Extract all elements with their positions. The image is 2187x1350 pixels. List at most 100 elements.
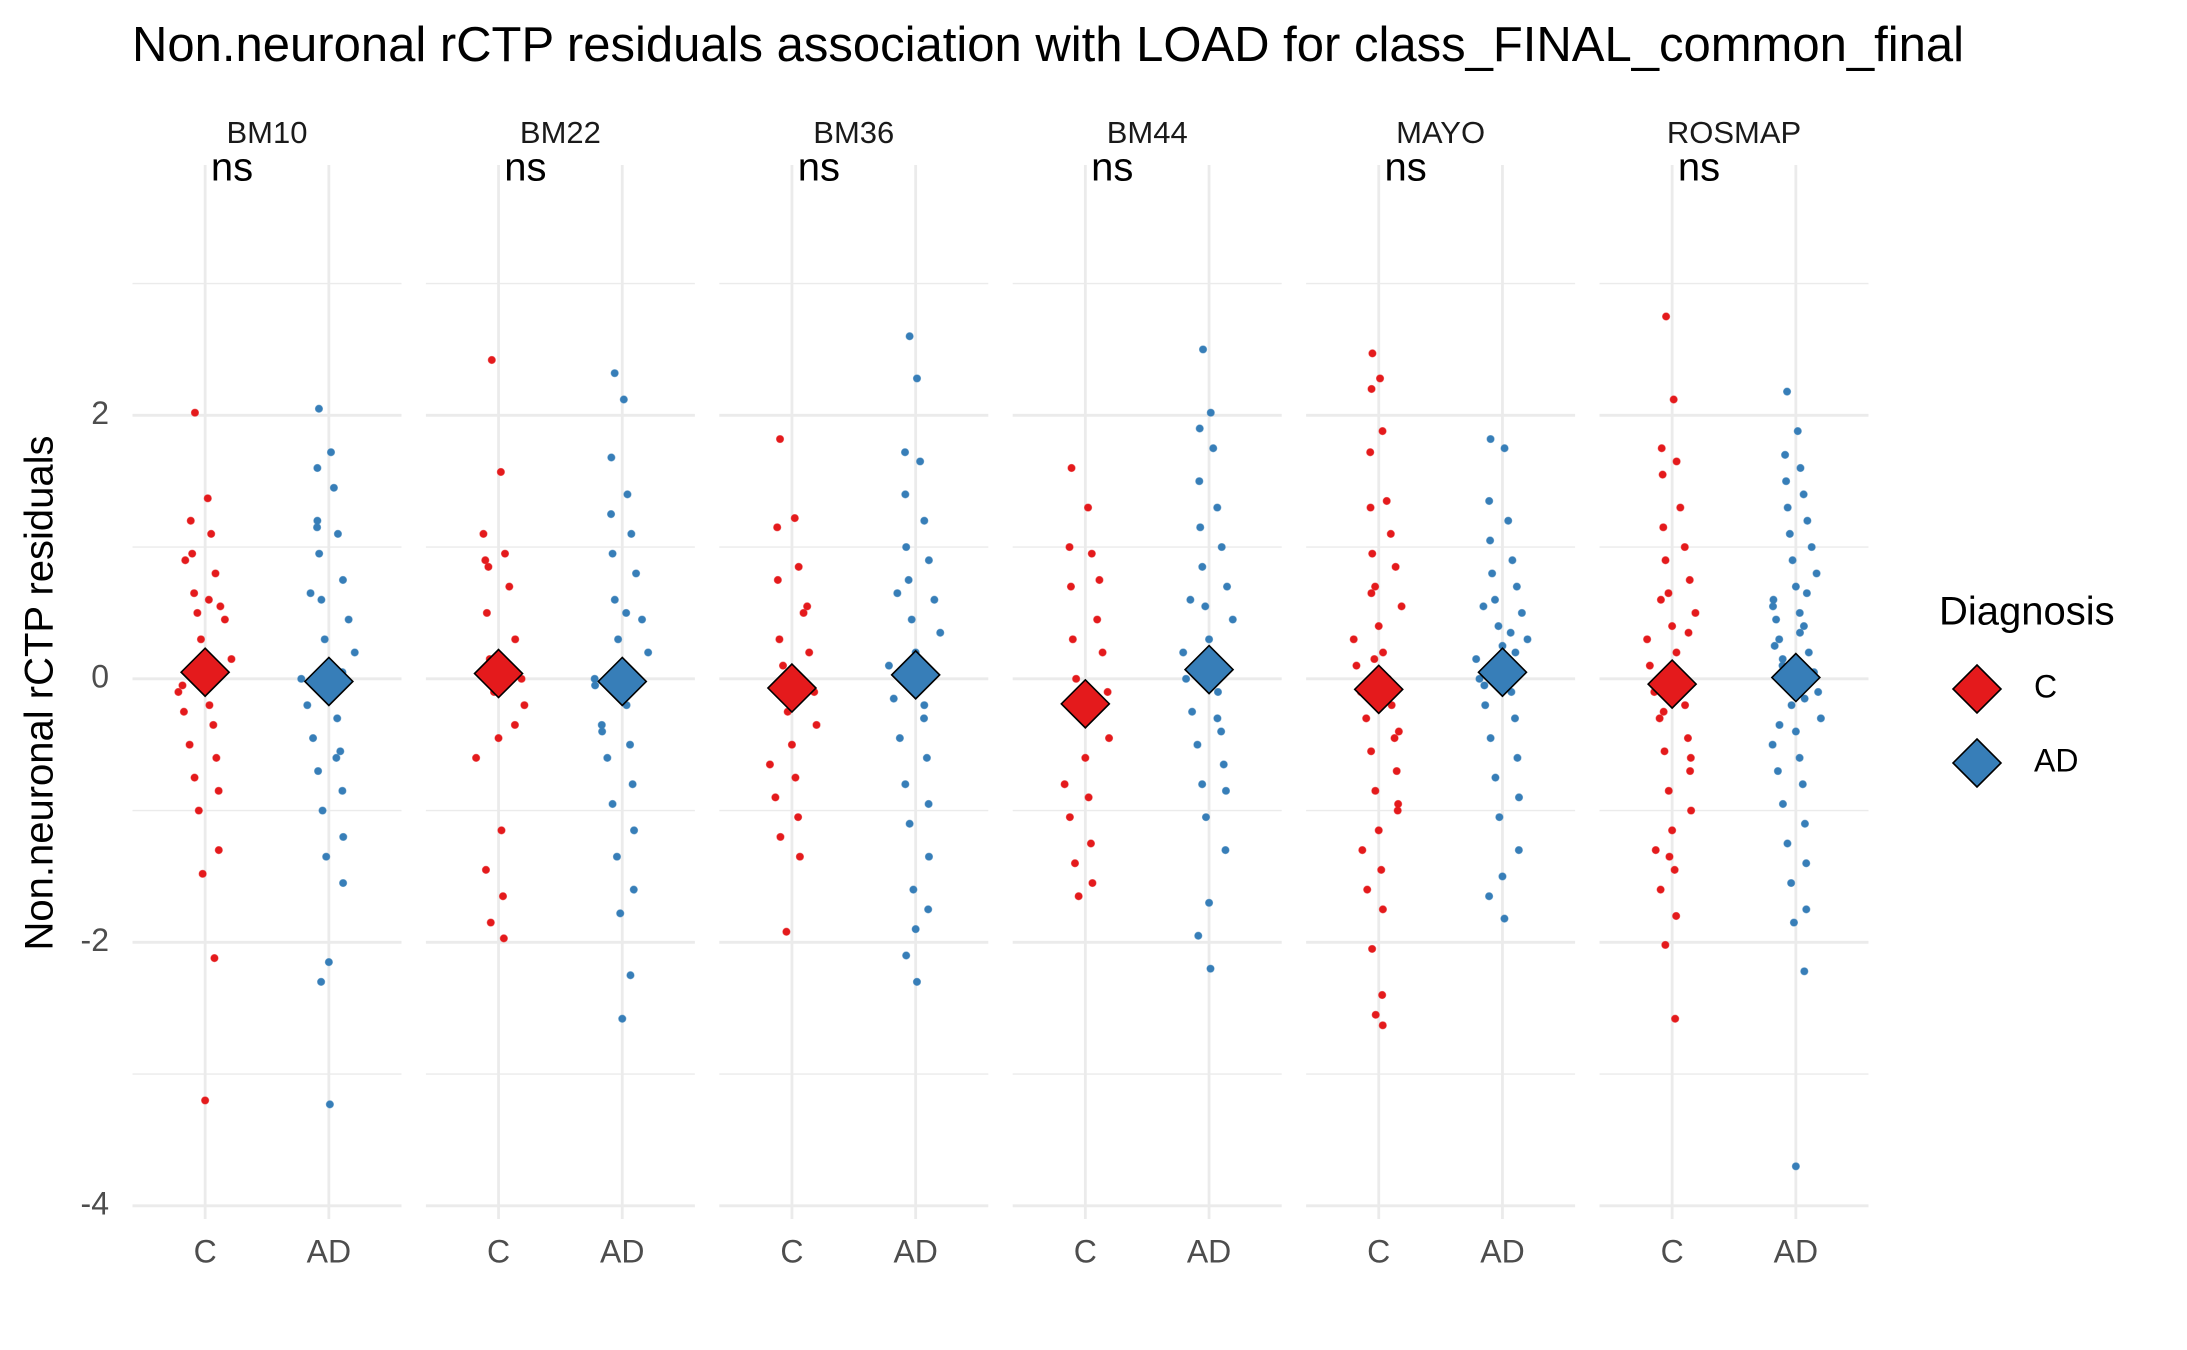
- x-tick-label: AD: [600, 1233, 644, 1269]
- data-point: [1397, 602, 1406, 611]
- facet-label: BM36: [813, 115, 894, 150]
- data-point: [1800, 967, 1809, 976]
- data-point: [211, 569, 220, 578]
- data-point: [1517, 608, 1526, 618]
- mean-marker: [766, 662, 818, 714]
- data-point: [1804, 648, 1813, 657]
- data-point: [1198, 780, 1207, 789]
- data-point: [1394, 727, 1403, 736]
- x-tick-label: C: [1661, 1233, 1684, 1269]
- data-point: [497, 826, 506, 835]
- data-point: [350, 648, 359, 657]
- data-point: [227, 654, 236, 664]
- data-point: [1378, 427, 1387, 436]
- data-point: [186, 516, 195, 525]
- data-point: [1659, 707, 1668, 716]
- data-point: [1651, 846, 1660, 855]
- data-point: [1081, 753, 1090, 762]
- data-point: [318, 806, 327, 815]
- data-point: [1523, 635, 1532, 644]
- data-point: [1791, 582, 1800, 591]
- data-point: [1500, 444, 1509, 453]
- data-point: [1213, 714, 1222, 723]
- data-point: [900, 448, 910, 457]
- data-point: [1366, 448, 1375, 457]
- x-tick-label: C: [487, 1233, 510, 1269]
- data-point: [1770, 641, 1779, 650]
- significance-label: ns: [211, 146, 253, 190]
- data-point: [339, 832, 348, 842]
- data-point: [482, 608, 491, 618]
- data-point: [1795, 628, 1805, 637]
- data-point: [905, 332, 914, 341]
- data-point: [1513, 753, 1522, 762]
- data-point: [322, 852, 331, 861]
- data-point: [618, 1014, 627, 1023]
- data-point: [1217, 727, 1226, 736]
- facet-label: MAYO: [1396, 115, 1485, 150]
- data-point: [1486, 434, 1495, 444]
- data-point: [775, 434, 785, 444]
- data-point: [1371, 582, 1380, 591]
- data-point: [606, 510, 616, 519]
- data-point: [481, 556, 490, 565]
- mean-marker: [303, 656, 355, 707]
- data-point: [1222, 582, 1232, 591]
- data-point: [1778, 799, 1788, 809]
- y-tick-label: 0: [91, 658, 109, 694]
- data-point: [1378, 990, 1387, 1000]
- data-point: [1221, 846, 1230, 855]
- x-tick-label: C: [780, 1233, 803, 1269]
- data-point: [196, 635, 206, 644]
- data-point: [494, 734, 503, 743]
- data-point: [1661, 312, 1671, 321]
- data-point: [1213, 687, 1223, 697]
- data-point: [332, 753, 341, 762]
- data-point: [909, 885, 918, 894]
- data-point: [499, 934, 508, 943]
- data-point: [472, 753, 481, 762]
- legend-key: [1951, 737, 2003, 789]
- data-point: [803, 602, 812, 611]
- mean-marker: [1477, 647, 1528, 698]
- facet-label: BM10: [227, 115, 308, 150]
- data-point: [1370, 654, 1379, 664]
- data-point: [216, 602, 225, 611]
- data-point: [1658, 470, 1667, 479]
- data-point: [1814, 687, 1823, 697]
- data-point: [1807, 542, 1816, 552]
- data-point: [1655, 714, 1664, 723]
- data-point: [1362, 714, 1371, 723]
- data-point: [775, 635, 784, 644]
- data-point: [623, 490, 632, 499]
- data-point: [631, 569, 641, 578]
- x-tick-label: C: [1074, 1233, 1097, 1269]
- y-tick-label: 2: [91, 395, 109, 431]
- data-point: [812, 720, 821, 730]
- data-point: [610, 369, 619, 378]
- mean-marker: [890, 649, 941, 701]
- data-point: [924, 799, 933, 809]
- data-point: [1066, 582, 1076, 591]
- mean-marker: [179, 647, 231, 698]
- significance-label: ns: [1091, 146, 1133, 190]
- data-point: [1511, 648, 1520, 657]
- data-point: [1781, 477, 1791, 486]
- data-point: [771, 793, 780, 802]
- data-point: [1785, 529, 1794, 539]
- data-point: [1798, 780, 1807, 789]
- data-point: [1787, 701, 1796, 710]
- data-point: [1209, 444, 1218, 453]
- data-point: [344, 615, 353, 624]
- data-point: [1201, 813, 1211, 822]
- facet-label: BM44: [1107, 115, 1188, 150]
- data-point: [205, 701, 214, 710]
- data-point: [1643, 635, 1652, 644]
- data-point: [1772, 615, 1781, 624]
- data-point: [505, 582, 514, 591]
- data-point: [312, 523, 322, 532]
- mean-marker: [1183, 644, 1235, 695]
- data-point: [178, 681, 187, 690]
- data-point: [1070, 859, 1080, 868]
- data-point: [778, 661, 788, 670]
